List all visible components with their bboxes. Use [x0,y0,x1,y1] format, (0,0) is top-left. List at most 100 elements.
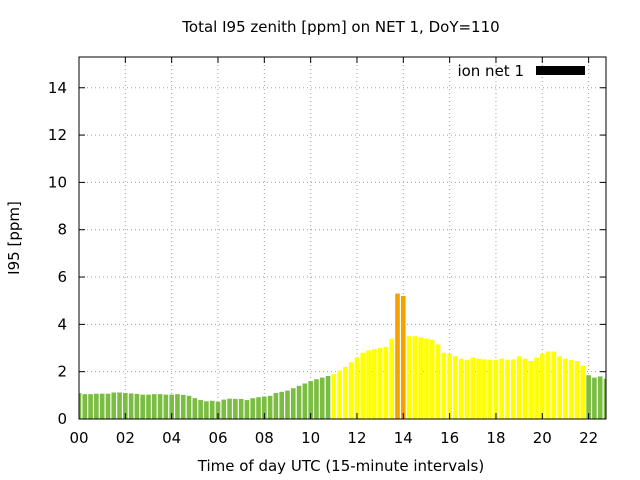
bar [505,359,510,419]
chart-title: Total I95 zenith [ppm] on NET 1, DoY=110 [181,18,499,36]
x-tick-label: 04 [162,429,181,447]
y-tick-label: 8 [57,221,67,239]
bar [429,339,435,419]
bar [499,358,505,419]
bar [325,375,331,419]
bar [424,338,429,419]
y-tick-label: 14 [48,79,67,97]
x-tick-label: 22 [579,429,598,447]
legend: ion net 1 [457,62,585,80]
x-tick-label: 16 [440,429,459,447]
bar [250,398,256,419]
bar [406,336,412,419]
bar [146,394,151,419]
bar [551,351,557,419]
bar [175,394,180,419]
bar [151,394,157,419]
y-tick-label: 0 [57,410,67,428]
bar [331,374,337,419]
bar [233,398,238,419]
bar [82,394,88,419]
bar [88,394,93,419]
bar [134,393,140,419]
bar [482,359,487,419]
bar [111,392,117,419]
bar [511,359,516,419]
x-tick-label: 08 [255,429,274,447]
bar [528,361,534,419]
bar [314,379,319,419]
bar [522,358,528,419]
bar [418,337,423,419]
bar [285,390,290,419]
bar [296,385,302,419]
x-tick-label: 20 [533,429,552,447]
bar [244,400,250,419]
plot-frame [78,56,607,420]
bar [476,358,481,419]
bar [458,358,464,419]
bar [169,394,174,419]
bar [464,359,470,419]
bar [563,358,568,419]
bar [123,392,128,419]
bar [372,349,377,419]
bar [597,376,603,419]
bar [603,378,606,419]
bar [157,394,163,419]
bar [180,394,186,419]
bar [383,346,389,419]
bar [412,336,418,419]
bar-series [79,293,606,419]
y-axis-label: I95 [ppm] [5,201,23,275]
bar [545,351,551,419]
x-tick-label: 00 [69,429,88,447]
bar [389,338,395,419]
y-tick-label: 6 [57,268,67,286]
bar [568,359,574,419]
bar [204,401,209,419]
bar [580,365,586,419]
x-axis-label: Time of day UTC (15-minute intervals) [197,457,484,475]
y-tick-label: 10 [48,173,67,191]
bar [140,394,146,419]
bar [209,400,215,419]
bar [516,356,522,419]
bar [221,399,227,419]
bar [453,356,458,419]
bar [163,394,169,419]
bar [198,400,203,419]
bar [267,395,273,419]
bar [348,362,354,419]
bar [592,377,597,419]
bar [319,377,325,419]
bar [105,393,111,419]
bar [435,344,441,419]
bar [256,397,261,419]
bar [308,381,313,419]
bar [238,398,244,419]
bar [377,348,383,419]
x-tick-label: 10 [301,429,320,447]
bar [337,370,342,419]
bar [117,392,122,419]
bar [487,359,493,419]
bar [128,393,134,419]
bar [215,401,221,419]
x-tick-label: 14 [394,429,413,447]
bar [493,359,499,419]
bar [534,357,539,419]
bar [94,393,99,419]
y-tick-label: 12 [48,126,67,144]
bar [79,392,82,419]
grid-lines [79,57,606,419]
bar [447,353,452,419]
bar [302,383,308,419]
x-tick-label: 02 [116,429,135,447]
x-tick-label: 06 [208,429,227,447]
x-tick-label: 18 [486,429,505,447]
bar [366,350,371,419]
bar [290,388,296,419]
